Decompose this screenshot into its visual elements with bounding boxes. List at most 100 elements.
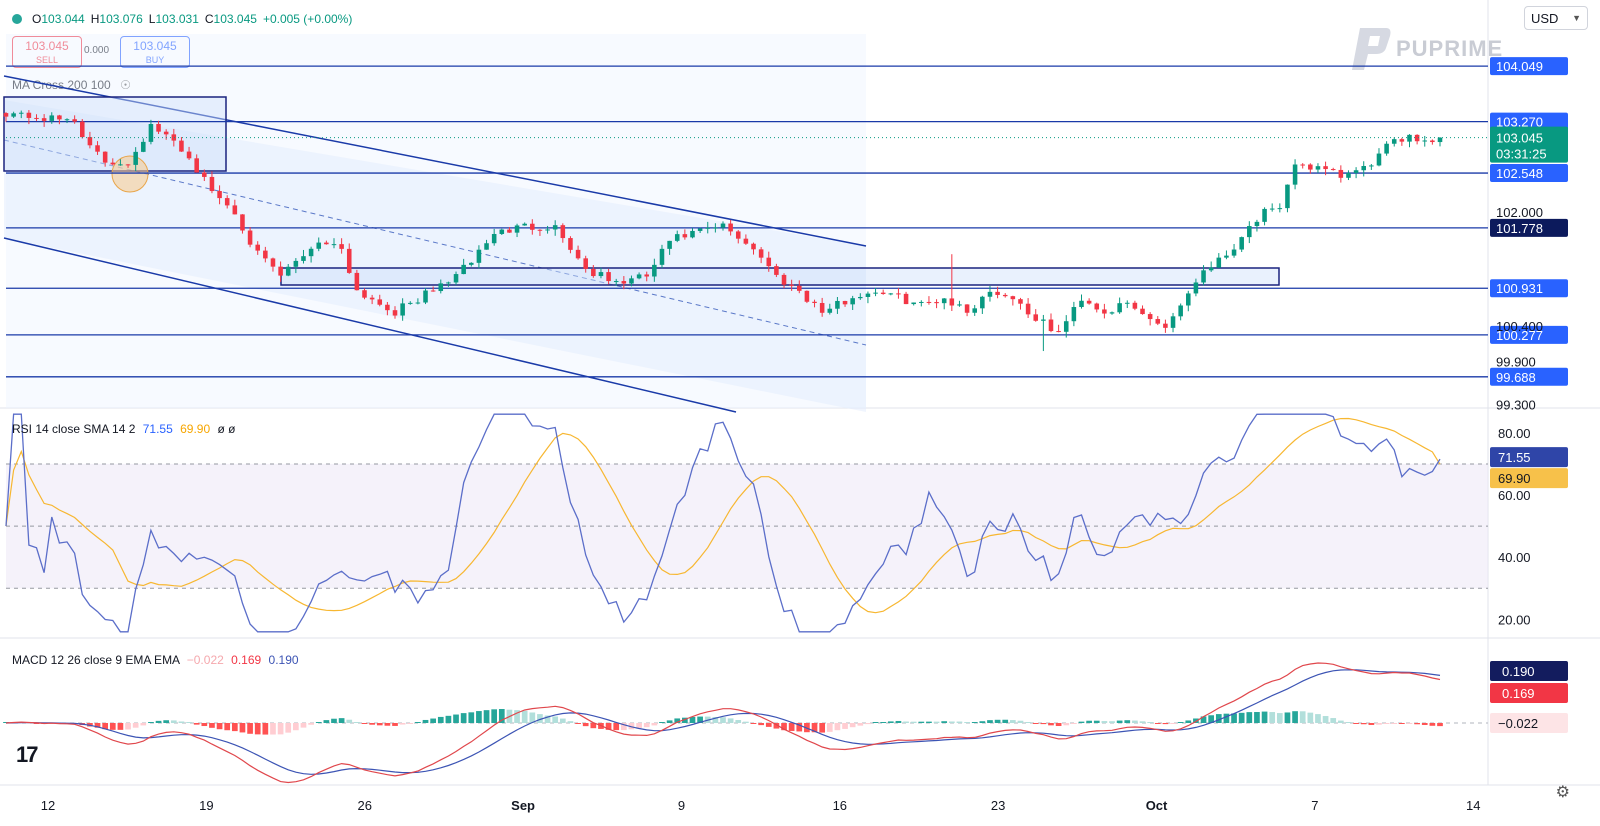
- ohlc-bar: O103.044 H103.076 L103.031 C103.045 +0.0…: [12, 8, 352, 30]
- candle-body: [102, 151, 108, 163]
- candle-body: [606, 272, 611, 282]
- macd-hist-bar: [682, 717, 688, 723]
- sell-label: SELL: [35, 55, 59, 65]
- candle-body: [430, 290, 436, 292]
- macd-hist-bar: [613, 723, 620, 731]
- macd-hist-bar: [1376, 723, 1382, 725]
- macd-hist-bar: [819, 723, 826, 733]
- candle-body: [835, 300, 840, 309]
- eye-off-icon[interactable]: ☉: [120, 78, 131, 92]
- candle-body: [1254, 221, 1260, 227]
- candle-body: [438, 283, 444, 292]
- puprime-logo-icon: [1352, 28, 1391, 70]
- macd-hist-bar: [620, 723, 627, 731]
- candle-body: [613, 281, 619, 283]
- macd-hist-bar: [529, 712, 536, 723]
- candle-body: [873, 292, 878, 294]
- macd-hist-bar: [910, 721, 917, 723]
- candle-body: [888, 293, 894, 295]
- macd-hist-bar: [643, 723, 650, 728]
- macd-signal-label: 0.190: [1502, 664, 1535, 679]
- macd-hist-bar: [247, 723, 253, 734]
- macd-hist-bar: [1208, 715, 1215, 723]
- candle-body: [163, 131, 169, 135]
- candle-body: [1079, 300, 1084, 308]
- currency-select[interactable]: USD ▼: [1524, 6, 1588, 30]
- candle-body: [797, 285, 802, 291]
- macd-hist-bar: [415, 722, 421, 723]
- candle-body: [598, 272, 604, 277]
- macd-hist-bar: [1101, 721, 1108, 723]
- candle-body: [919, 301, 924, 303]
- channel-upper-line: [3, 75, 867, 247]
- candle-body: [331, 244, 337, 246]
- macd-hist-bar: [445, 715, 452, 723]
- price-tick-label: 99.300: [1496, 397, 1536, 412]
- candle-body: [1315, 166, 1321, 170]
- macd-hist-bar: [567, 721, 574, 723]
- price-level-tag: [1490, 279, 1568, 298]
- candle-body: [1430, 140, 1435, 143]
- macd-hist-bar: [735, 720, 742, 723]
- candle-body: [804, 290, 810, 302]
- macd-hist-bar: [109, 723, 116, 730]
- overlay-indicator-label[interactable]: MA Cross 200 100 ☉: [12, 78, 131, 92]
- macd-hist-bar: [254, 723, 261, 735]
- candle-body: [1201, 270, 1206, 283]
- macd-hist-bar: [880, 722, 887, 723]
- candle-body: [1353, 170, 1359, 174]
- candle-body: [926, 301, 932, 303]
- macd-hist-bar: [582, 723, 589, 727]
- candle-body: [1063, 321, 1069, 332]
- macd-hist-bar: [392, 723, 398, 726]
- macd-hist-bar: [849, 723, 856, 728]
- macd-hist-bar: [1292, 711, 1298, 723]
- candle-body: [308, 248, 314, 257]
- time-tick-label: 9: [678, 798, 685, 813]
- price-level-tag: [1490, 325, 1568, 344]
- buy-button[interactable]: 103.045 BUY: [120, 36, 190, 68]
- candle-body: [339, 244, 344, 249]
- macd-hist-bar: [697, 716, 703, 723]
- candle-body: [774, 266, 779, 275]
- macd-hist-bar: [979, 721, 986, 723]
- macd-signal-line: [5, 669, 1441, 775]
- candle-body: [156, 123, 161, 132]
- macd-hist-bar: [1391, 723, 1398, 724]
- macd-hist-bar: [1345, 722, 1352, 723]
- macd-label[interactable]: MACD 12 26 close 9 EMA EMA −0.022 0.169 …: [12, 653, 299, 667]
- macd-hist-bar: [285, 723, 292, 733]
- candle-body: [141, 141, 146, 152]
- macd-hist-bar: [521, 710, 528, 723]
- candle-body: [385, 304, 390, 311]
- macd-hist-bar: [743, 721, 749, 723]
- macd-hist-bar: [941, 721, 948, 723]
- macd-hist-bar: [186, 722, 192, 723]
- macd-hist-bar: [468, 712, 475, 723]
- candle-body: [583, 258, 588, 269]
- time-tick-label: Oct: [1146, 798, 1168, 813]
- candle-body: [224, 198, 230, 206]
- ohlc-close: C103.045: [204, 12, 257, 26]
- rsi-tick-label: 40.00: [1498, 550, 1531, 565]
- rsi-label[interactable]: RSI 14 close SMA 14 2 71.55 69.90 ø ø: [12, 422, 236, 436]
- macd-hist-bar: [1299, 711, 1306, 723]
- candle-body: [316, 242, 322, 249]
- macd-hist-bar: [1162, 723, 1169, 725]
- sell-button[interactable]: 103.045 SELL: [12, 36, 82, 68]
- settings-gear-icon[interactable]: ⚙: [1555, 784, 1570, 801]
- macd-hist-bar: [224, 723, 231, 731]
- candle-body: [1178, 305, 1183, 317]
- candle-body: [713, 227, 718, 229]
- macd-hist-bar: [796, 723, 803, 732]
- candle-body: [636, 274, 642, 279]
- macd-hist-bar: [720, 717, 726, 723]
- price-tick-label: 99.900: [1496, 355, 1536, 370]
- candle-body: [697, 228, 703, 231]
- candle-body: [1109, 312, 1115, 314]
- channel-lower-line: [3, 237, 737, 413]
- macd-hist-bar: [1002, 719, 1009, 723]
- macd-hist-bar: [1322, 716, 1329, 723]
- macd-hist-bar: [994, 719, 1001, 723]
